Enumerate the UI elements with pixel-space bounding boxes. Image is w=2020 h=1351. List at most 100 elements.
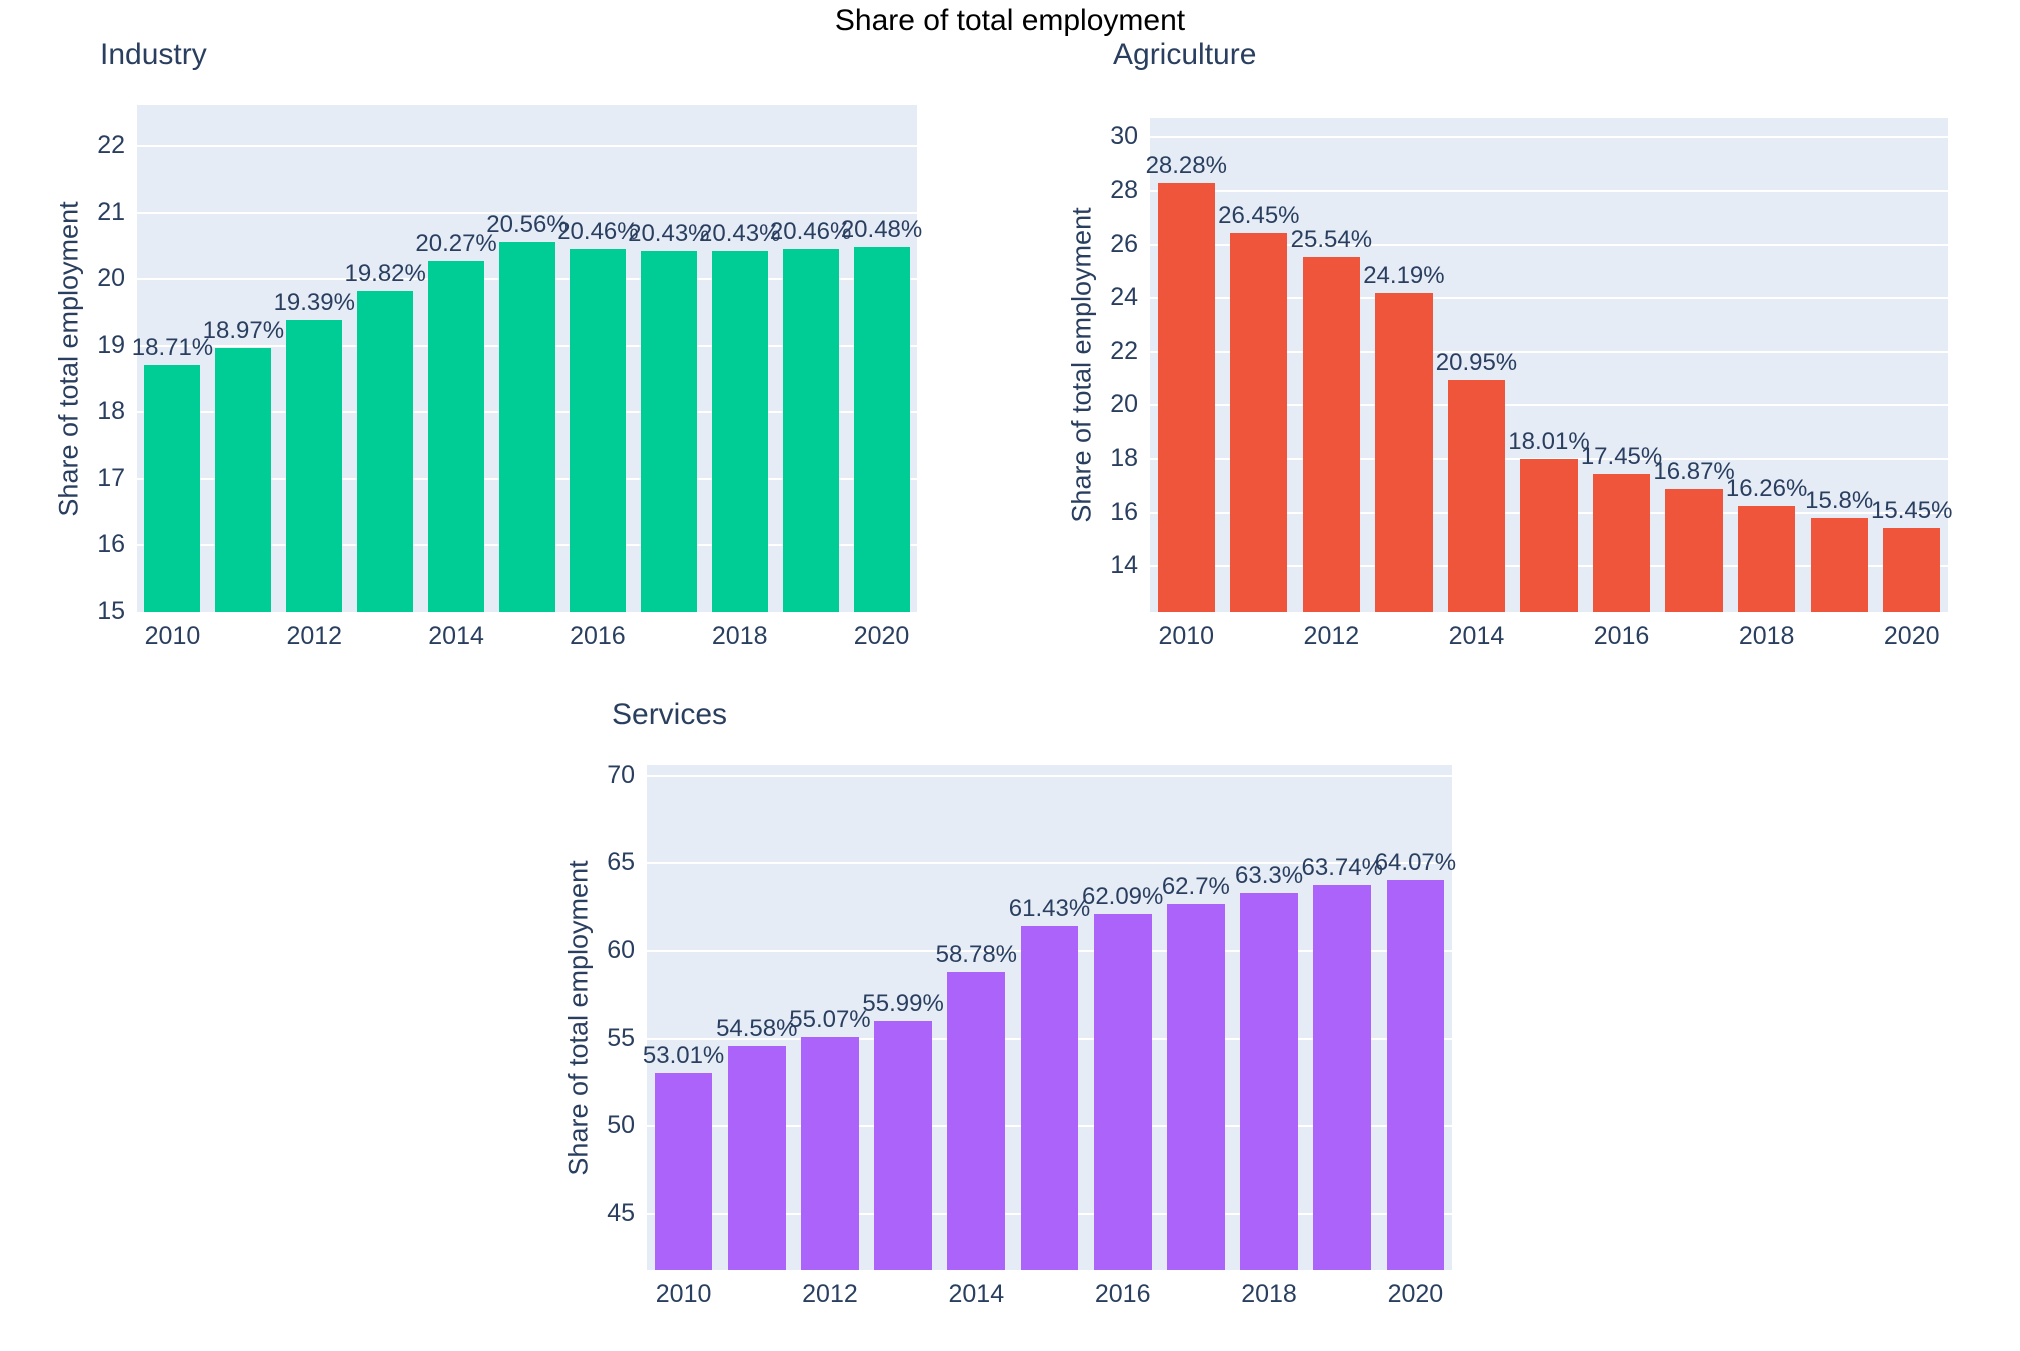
- bar-value-label: 28.28%: [1145, 152, 1227, 180]
- bar-value-label: 64.07%: [1374, 848, 1457, 876]
- bar-value-label: 61.43%: [1008, 894, 1091, 922]
- x-tick-label: 2010: [1158, 622, 1215, 650]
- bar-agriculture-2020[interactable]: [1883, 527, 1941, 612]
- bar-services-2020[interactable]: [1386, 879, 1445, 1270]
- y-tick-label: 24: [1110, 283, 1138, 312]
- bar-value-label: 20.46%: [557, 217, 639, 245]
- bar-services-2014[interactable]: [947, 972, 1006, 1270]
- bar-services-2010[interactable]: [654, 1073, 713, 1270]
- gridline: [1150, 350, 1948, 353]
- gridline: [1150, 189, 1948, 192]
- y-tick-label: 50: [607, 1111, 635, 1140]
- figure-main-title: Share of total employment: [834, 4, 1186, 37]
- x-tick-label: 2010: [144, 622, 201, 650]
- bar-industry-2017[interactable]: [640, 250, 697, 612]
- bar-value-label: 63.74%: [1301, 854, 1383, 882]
- bar-value-label: 20.95%: [1435, 349, 1518, 377]
- x-tick-label: 2020: [853, 622, 910, 650]
- bar-services-2018[interactable]: [1240, 893, 1298, 1270]
- y-tick-label: 16: [97, 530, 125, 559]
- y-tick-label: 55: [607, 1023, 635, 1052]
- y-tick-label: 28: [1110, 175, 1138, 204]
- bar-services-2015[interactable]: [1020, 925, 1079, 1270]
- y-tick-label: 21: [97, 197, 125, 226]
- bar-industry-2020[interactable]: [853, 247, 910, 612]
- bar-services-2017[interactable]: [1166, 903, 1225, 1270]
- bar-agriculture-2019[interactable]: [1810, 518, 1868, 612]
- bar-value-label: 62.09%: [1081, 883, 1164, 911]
- x-tick-label: 2016: [1094, 1280, 1151, 1308]
- bar-services-2016[interactable]: [1093, 914, 1152, 1270]
- bar-value-label: 26.45%: [1218, 201, 1300, 229]
- bar-value-label: 18.97%: [202, 316, 285, 344]
- bar-value-label: 20.46%: [769, 217, 852, 245]
- gridline: [647, 774, 1452, 777]
- x-tick-label: 2020: [1883, 622, 1940, 650]
- x-tick-label: 2016: [1593, 622, 1650, 650]
- bar-industry-2015[interactable]: [498, 242, 555, 612]
- bar-agriculture-2014[interactable]: [1447, 380, 1506, 612]
- bar-industry-2012[interactable]: [286, 319, 343, 612]
- x-tick-label: 2012: [1303, 622, 1360, 650]
- x-tick-label: 2012: [286, 622, 343, 650]
- bar-value-label: 24.19%: [1363, 262, 1445, 290]
- subplot-title-agriculture: Agriculture: [1113, 38, 1257, 71]
- y-tick-label: 18: [97, 397, 125, 426]
- bar-industry-2010[interactable]: [144, 365, 201, 612]
- bar-services-2012[interactable]: [801, 1037, 859, 1270]
- gridline: [1150, 136, 1948, 139]
- bar-value-label: 20.27%: [415, 230, 497, 258]
- bar-agriculture-2013[interactable]: [1375, 293, 1433, 612]
- bar-agriculture-2016[interactable]: [1592, 473, 1651, 612]
- y-tick-label: 15: [97, 597, 125, 625]
- bar-industry-2018[interactable]: [711, 250, 768, 612]
- x-tick-label: 2018: [1738, 622, 1795, 650]
- bar-value-label: 19.39%: [273, 288, 355, 316]
- bar-value-label: 18.71%: [131, 334, 214, 362]
- bar-value-label: 20.56%: [486, 211, 568, 239]
- bar-value-label: 16.87%: [1653, 458, 1735, 486]
- y-axis-label-industry: Share of total employment: [53, 200, 84, 517]
- bar-industry-2016[interactable]: [569, 248, 626, 612]
- bar-agriculture-2017[interactable]: [1665, 489, 1723, 612]
- y-tick-label: 17: [97, 463, 125, 492]
- y-tick-label: 22: [97, 131, 125, 160]
- y-tick-label: 30: [1110, 122, 1138, 151]
- bar-agriculture-2010[interactable]: [1157, 183, 1215, 612]
- bar-value-label: 63.3%: [1235, 862, 1304, 889]
- y-axis-label-agriculture: Share of total employment: [1066, 207, 1097, 523]
- gridline: [137, 145, 917, 148]
- bar-value-label: 18.01%: [1508, 427, 1590, 455]
- subplot-title-industry: Industry: [100, 38, 207, 71]
- bar-value-label: 15.45%: [1871, 496, 1953, 524]
- bar-agriculture-2011[interactable]: [1230, 232, 1288, 612]
- y-tick-label: 16: [1110, 497, 1138, 526]
- x-tick-label: 2018: [1241, 1280, 1297, 1308]
- bar-services-2019[interactable]: [1313, 885, 1372, 1270]
- y-tick-label: 19: [97, 330, 125, 359]
- y-tick-label: 18: [1110, 444, 1138, 473]
- bar-industry-2013[interactable]: [357, 291, 414, 612]
- subplot-title-services: Services: [612, 698, 728, 731]
- bar-services-2013[interactable]: [874, 1021, 933, 1270]
- bar-agriculture-2015[interactable]: [1520, 458, 1578, 612]
- bar-value-label: 54.58%: [716, 1014, 798, 1042]
- y-tick-label: 20: [97, 264, 125, 293]
- bar-agriculture-2018[interactable]: [1737, 505, 1796, 612]
- bar-value-label: 20.48%: [840, 216, 923, 244]
- bar-value-label: 55.07%: [789, 1006, 871, 1034]
- bar-industry-2011[interactable]: [215, 347, 272, 612]
- gridline: [1150, 243, 1948, 246]
- bar-value-label: 20.43%: [628, 219, 710, 247]
- y-tick-label: 65: [607, 848, 635, 877]
- y-tick-label: 60: [607, 935, 635, 964]
- bar-value-label: 62.7%: [1161, 872, 1230, 900]
- bar-value-label: 20.43%: [699, 219, 781, 247]
- bar-agriculture-2012[interactable]: [1302, 256, 1360, 612]
- gridline: [647, 862, 1452, 865]
- bar-services-2011[interactable]: [727, 1045, 786, 1270]
- bar-industry-2014[interactable]: [428, 261, 485, 612]
- bar-industry-2019[interactable]: [782, 248, 839, 612]
- bar-value-label: 25.54%: [1290, 225, 1373, 253]
